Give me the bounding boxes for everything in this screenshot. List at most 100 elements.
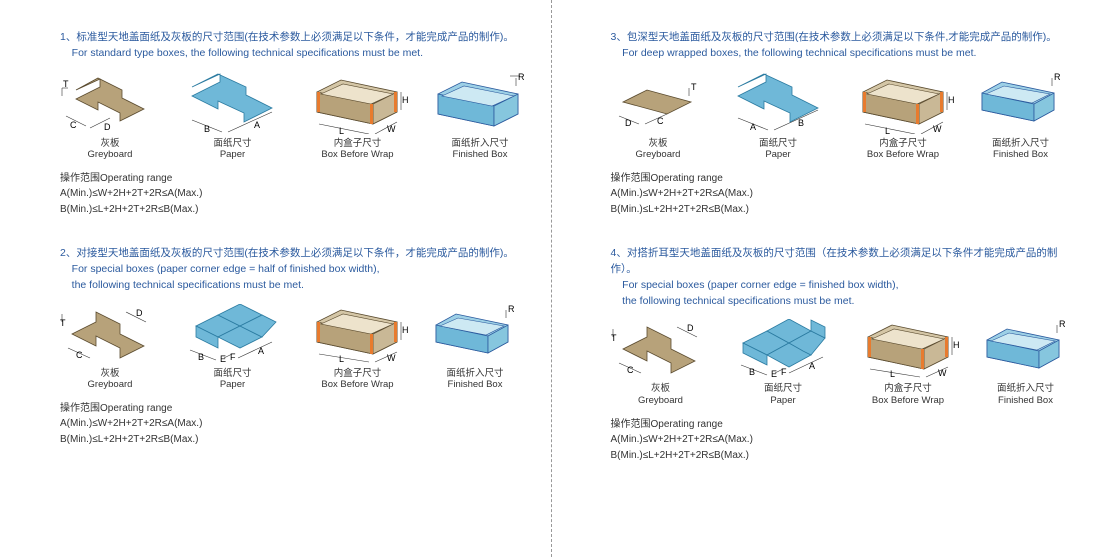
svg-text:R: R <box>508 304 515 314</box>
finished3-svg: R <box>976 72 1066 134</box>
greyboard-en: Greyboard <box>88 149 133 161</box>
diag-finished-4: R 面纸折入尺寸 Finished Box <box>981 319 1071 407</box>
section-1: 1、标准型天地盖面纸及灰板的尺寸范围(在技术参数上必须满足以下条件，才能完成产品… <box>60 30 521 218</box>
diag-box-3: L W H 内盒子尺寸 Box Before Wrap <box>851 72 956 162</box>
finished-label: 面纸折入尺寸 Finished Box <box>451 138 508 162</box>
range-b-4: B(Min.)≤L+2H+2T+2R≤B(Max.) <box>611 448 1072 464</box>
box3-svg: L W H <box>851 72 956 134</box>
finished2-svg: R <box>430 304 520 364</box>
svg-text:C: C <box>657 116 664 126</box>
svg-text:W: W <box>387 124 396 134</box>
greyboard-svg: T C D <box>60 72 160 134</box>
range-a-1: A(Min.)≤W+2H+2T+2R≤A(Max.) <box>60 186 521 202</box>
svg-text:L: L <box>339 354 344 364</box>
svg-text:L: L <box>890 369 895 379</box>
svg-text:L: L <box>885 126 890 134</box>
section-2-en1: For special boxes (paper corner edge = h… <box>72 263 380 275</box>
svg-text:A: A <box>809 361 815 371</box>
diag-greyboard-4: T C D 灰板 Greyboard <box>611 319 711 407</box>
range-title-1: 操作范围Operating range <box>60 169 521 184</box>
section-4-en1: For special boxes (paper corner edge = f… <box>622 279 898 291</box>
svg-text:T: T <box>60 318 66 328</box>
finished4-svg: R <box>981 319 1071 379</box>
section-4: 4、对搭折耳型天地盖面纸及灰板的尺寸范围（在技术参数上必须满足以下条件才能完成产… <box>611 246 1072 464</box>
range-a-2: A(Min.)≤W+2H+2T+2R≤A(Max.) <box>60 416 521 432</box>
range-a-3: A(Min.)≤W+2H+2T+2R≤A(Max.) <box>611 186 1072 202</box>
range-b-1: B(Min.)≤L+2H+2T+2R≤B(Max.) <box>60 202 521 218</box>
diag-greyboard-2: T C D 灰板 Greyboard <box>60 304 160 392</box>
svg-text:C: C <box>627 365 634 375</box>
section-4-en2: the following technical specifications m… <box>622 295 854 307</box>
svg-text:H: H <box>953 340 960 350</box>
greyboard4-svg: T C D <box>611 319 711 379</box>
section-3-en: For deep wrapped boxes, the following te… <box>622 47 976 59</box>
svg-text:H: H <box>948 95 955 105</box>
section-3: 3、包深型天地盖面纸及灰板的尺寸范围(在技术参数上必须满足以下条件,才能完成产品… <box>611 30 1072 218</box>
section-2-cn: 对接型天地盖面纸及灰板的尺寸范围(在技术参数上必须满足以下条件，才能完成产品的制… <box>76 247 514 259</box>
svg-text:D: D <box>625 118 632 128</box>
diag-box-1: L W H 内盒子尺寸 Box Before Wrap <box>305 72 410 162</box>
diag-finished-1: R 面纸折入尺寸 Finished Box <box>430 72 530 162</box>
diag-finished-3: R 面纸折入尺寸 Finished Box <box>976 72 1066 162</box>
diag-greyboard-1: T C D 灰板 Greyboard <box>60 72 160 162</box>
greyboard2-svg: T C D <box>60 304 160 364</box>
box-en: Box Before Wrap <box>321 149 393 161</box>
svg-text:C: C <box>76 350 83 360</box>
greyboard3-svg: T D C <box>611 74 706 134</box>
section-1-diagrams: T C D 灰板 Greyboard <box>60 72 521 162</box>
diag-paper-2: B E F A 面纸尺寸 Paper <box>180 304 285 392</box>
diag-finished-2: R 面纸折入尺寸 Finished Box <box>430 304 520 392</box>
greyboard-cn: 灰板 <box>88 138 133 150</box>
paper4-svg: B E F A <box>731 319 836 379</box>
column-divider <box>551 0 552 557</box>
section-1-en: For standard type boxes, the following t… <box>72 47 423 59</box>
svg-text:W: W <box>387 353 396 363</box>
section-3-diagrams: T D C 灰板 Greyboard <box>611 72 1072 162</box>
svg-text:C: C <box>70 120 77 130</box>
svg-text:H: H <box>402 325 409 335</box>
right-column: 3、包深型天地盖面纸及灰板的尺寸范围(在技术参数上必须满足以下条件,才能完成产品… <box>551 0 1101 557</box>
paper2-svg: B E F A <box>180 304 285 364</box>
section-2-en2: the following technical specifications m… <box>72 279 304 291</box>
diag-box-4: L W H 内盒子尺寸 Box Before Wrap <box>856 319 961 407</box>
section-3-cn: 包深型天地盖面纸及灰板的尺寸范围(在技术参数上必须满足以下条件,才能完成产品的制… <box>627 31 1057 43</box>
paper2-label: 面纸尺寸 Paper <box>213 368 251 392</box>
svg-text:D: D <box>687 323 694 333</box>
svg-text:B: B <box>798 118 804 128</box>
box2-svg: L W H <box>305 304 410 364</box>
section-4-cn: 对搭折耳型天地盖面纸及灰板的尺寸范围（在技术参数上必须满足以下条件才能完成产品的… <box>611 247 1058 275</box>
paper-label: 面纸尺寸 Paper <box>213 138 251 162</box>
svg-text:A: A <box>258 346 264 356</box>
svg-text:R: R <box>1059 319 1066 329</box>
greyboard2-label: 灰板 Greyboard <box>88 368 133 392</box>
svg-text:F: F <box>230 352 236 362</box>
left-column: 1、标准型天地盖面纸及灰板的尺寸范围(在技术参数上必须满足以下条件，才能完成产品… <box>0 0 551 557</box>
svg-text:E: E <box>220 354 226 364</box>
svg-text:T: T <box>611 333 617 343</box>
greyboard-label: 灰板 Greyboard <box>88 138 133 162</box>
section-4-diagrams: T C D 灰板 Greyboard <box>611 319 1072 407</box>
finished2-label: 面纸折入尺寸 Finished Box <box>446 368 503 392</box>
svg-text:B: B <box>198 352 204 362</box>
svg-text:T: T <box>63 79 69 89</box>
svg-text:W: W <box>933 124 942 134</box>
section-4-num: 4、 <box>611 247 627 259</box>
svg-text:W: W <box>938 368 947 378</box>
section-2-heading: 2、对接型天地盖面纸及灰板的尺寸范围(在技术参数上必须满足以下条件，才能完成产品… <box>60 246 521 293</box>
svg-text:B: B <box>749 367 755 377</box>
diag-paper-1: B A 面纸尺寸 Paper <box>180 72 285 162</box>
finished-svg: R <box>430 72 530 134</box>
svg-text:B: B <box>204 124 210 134</box>
svg-text:R: R <box>1054 72 1061 82</box>
range-a-4: A(Min.)≤W+2H+2T+2R≤A(Max.) <box>611 432 1072 448</box>
section-3-heading: 3、包深型天地盖面纸及灰板的尺寸范围(在技术参数上必须满足以下条件,才能完成产品… <box>611 30 1072 62</box>
range-b-2: B(Min.)≤L+2H+2T+2R≤B(Max.) <box>60 432 521 448</box>
svg-text:A: A <box>750 122 756 132</box>
svg-text:D: D <box>136 308 143 318</box>
paper-cn: 面纸尺寸 <box>213 138 251 150</box>
diag-paper-3: B A 面纸尺寸 Paper <box>726 72 831 162</box>
section-1-cn: 标准型天地盖面纸及灰板的尺寸范围(在技术参数上必须满足以下条件，才能完成产品的制… <box>76 31 514 43</box>
paper-en: Paper <box>213 149 251 161</box>
range-b-3: B(Min.)≤L+2H+2T+2R≤B(Max.) <box>611 202 1072 218</box>
svg-text:T: T <box>691 82 697 92</box>
